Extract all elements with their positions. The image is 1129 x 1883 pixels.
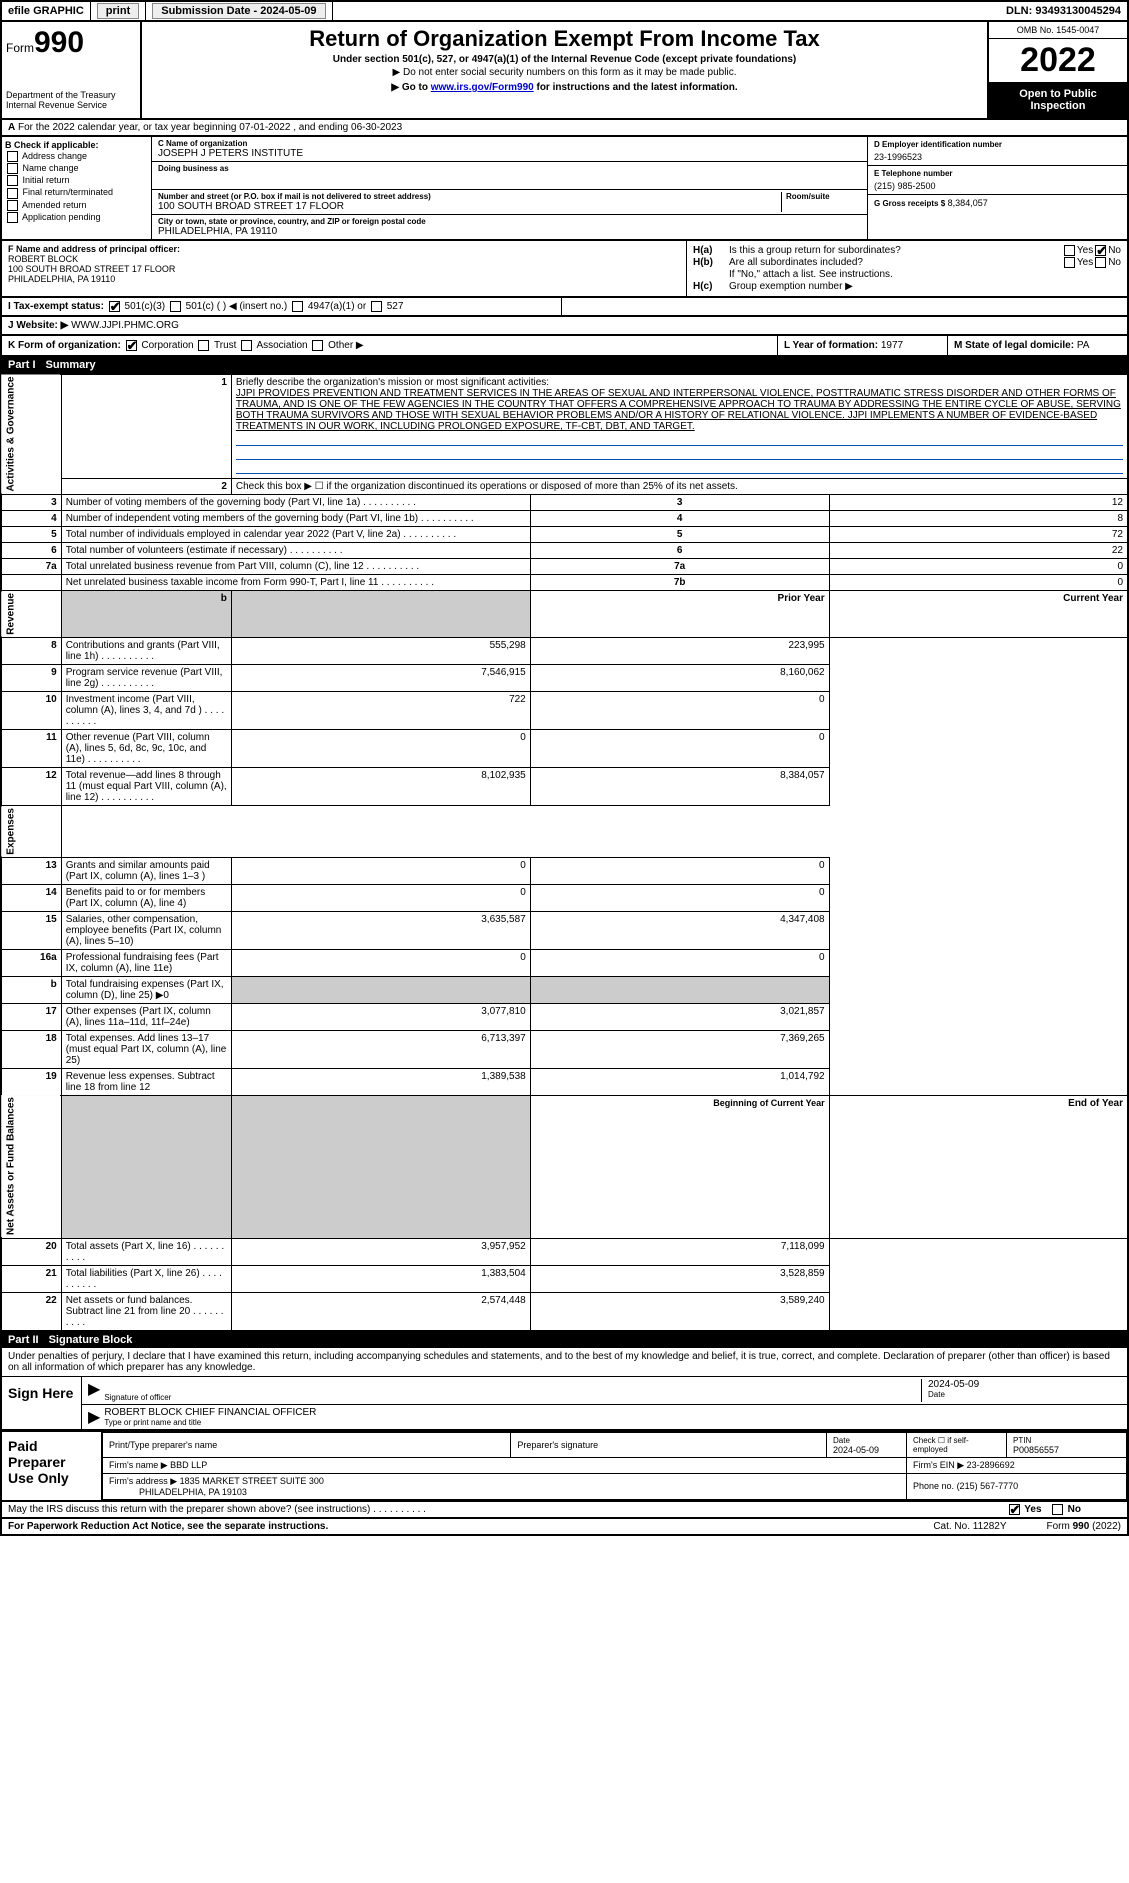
summary-line-3: 3Number of voting members of the governi… [1, 495, 1128, 511]
submission-cell: Submission Date - 2024-05-09 [146, 2, 332, 20]
vlabel-bal: Net Assets or Fund Balances [1, 1095, 61, 1238]
print-cell: print [91, 2, 146, 20]
cell-f: F Name and address of principal officer:… [2, 241, 687, 296]
header-left: Form990 Department of the Treasury Inter… [2, 22, 142, 118]
colb-option[interactable]: Amended return [5, 200, 148, 211]
expense-line-b: bTotal fundraising expenses (Part IX, co… [1, 976, 1128, 1003]
revenue-line-8: 8Contributions and grants (Part VIII, li… [1, 638, 1128, 665]
expense-line-16a: 16aProfessional fundraising fees (Part I… [1, 949, 1128, 976]
inspection-badge: Open to Public Inspection [989, 82, 1127, 118]
header-right: OMB No. 1545-0047 2022 Open to Public In… [987, 22, 1127, 118]
501c-checkbox[interactable] [170, 301, 181, 312]
efile-label: efile GRAPHIC [2, 2, 91, 20]
footer-pra: For Paperwork Reduction Act Notice, see … [0, 1519, 1129, 1536]
form-title: Return of Organization Exempt From Incom… [148, 26, 981, 52]
subtitle-2: ▶ Do not enter social security numbers o… [148, 67, 981, 78]
irs-label: Internal Revenue Service [6, 100, 136, 110]
header-mid: Return of Organization Exempt From Incom… [142, 22, 987, 118]
4947-checkbox[interactable] [292, 301, 303, 312]
row-a: A For the 2022 calendar year, or tax yea… [0, 120, 1129, 137]
summary-line-5: 5Total number of individuals employed in… [1, 527, 1128, 543]
corp-checkbox[interactable] [126, 340, 137, 351]
assoc-checkbox[interactable] [241, 340, 252, 351]
hb-no-checkbox[interactable] [1095, 257, 1106, 268]
form-number: Form990 [6, 26, 136, 60]
colb-option[interactable]: Application pending [5, 212, 148, 223]
vlabel-ag: Activities & Governance [1, 374, 61, 495]
revenue-line-12: 12Total revenue—add lines 8 through 11 (… [1, 768, 1128, 806]
section-bcd: B Check if applicable: Address change Na… [0, 137, 1129, 241]
colb-option[interactable]: Final return/terminated [5, 187, 148, 198]
revenue-line-9: 9Program service revenue (Part VIII, lin… [1, 665, 1128, 692]
527-checkbox[interactable] [371, 301, 382, 312]
col-b: B Check if applicable: Address change Na… [2, 137, 152, 239]
expense-line-19: 19Revenue less expenses. Subtract line 1… [1, 1068, 1128, 1095]
cell-h: H(a)Is this a group return for subordina… [687, 241, 1127, 296]
topbar: efile GRAPHIC print Submission Date - 20… [0, 0, 1129, 22]
part1-header: Part ISummary [0, 357, 1129, 373]
paid-preparer: Paid Preparer Use Only Print/Type prepar… [0, 1432, 1129, 1502]
balance-line-21: 21Total liabilities (Part X, line 26)1,3… [1, 1265, 1128, 1292]
submission-button[interactable]: Submission Date - 2024-05-09 [152, 3, 325, 19]
dept-label: Department of the Treasury [6, 90, 136, 100]
revenue-line-11: 11Other revenue (Part VIII, column (A), … [1, 730, 1128, 768]
expense-line-13: 13Grants and similar amounts paid (Part … [1, 857, 1128, 884]
revenue-line-10: 10Investment income (Part VIII, column (… [1, 692, 1128, 730]
omb-number: OMB No. 1545-0047 [989, 22, 1127, 39]
summary-line-6: 6Total number of volunteers (estimate if… [1, 543, 1128, 559]
subtitle-3: ▶ Go to www.irs.gov/Form990 for instruct… [148, 82, 981, 93]
subtitle-1: Under section 501(c), 527, or 4947(a)(1)… [148, 54, 981, 65]
expense-line-17: 17Other expenses (Part IX, column (A), l… [1, 1003, 1128, 1030]
instructions-link[interactable]: www.irs.gov/Form990 [431, 82, 534, 93]
discuss-yes-checkbox[interactable] [1009, 1504, 1020, 1515]
mission-cell: Briefly describe the organization's miss… [231, 374, 1128, 478]
col-d: D Employer identification number23-19965… [867, 137, 1127, 239]
other-checkbox[interactable] [312, 340, 323, 351]
ein-box: D Employer identification number23-19965… [868, 137, 1127, 166]
balance-line-20: 20Total assets (Part X, line 16)3,957,95… [1, 1238, 1128, 1265]
row-j: J Website: ▶ WWW.JJPI.PHMC.ORG [0, 317, 1129, 336]
501c3-checkbox[interactable] [109, 301, 120, 312]
dba-box: Doing business as [152, 162, 867, 190]
colb-option[interactable]: Address change [5, 151, 148, 162]
expense-line-15: 15Salaries, other compensation, employee… [1, 911, 1128, 949]
colb-option[interactable]: Initial return [5, 175, 148, 186]
vlabel-rev: Revenue [1, 591, 61, 638]
print-button[interactable]: print [97, 3, 139, 19]
city-box: City or town, state or province, country… [152, 215, 867, 239]
summary-line-4: 4Number of independent voting members of… [1, 511, 1128, 527]
hb-yes-checkbox[interactable] [1064, 257, 1075, 268]
balance-line-22: 22Net assets or fund balances. Subtract … [1, 1292, 1128, 1331]
gross-box: G Gross receipts $ 8,384,057 [868, 195, 1127, 211]
part2-header: Part IISignature Block [0, 1332, 1129, 1348]
col-c: C Name of organizationJOSEPH J PETERS IN… [152, 137, 867, 239]
row-fh: F Name and address of principal officer:… [0, 241, 1129, 298]
expense-line-14: 14Benefits paid to or for members (Part … [1, 884, 1128, 911]
form-header: Form990 Department of the Treasury Inter… [0, 22, 1129, 120]
ha-yes-checkbox[interactable] [1064, 245, 1075, 256]
vlabel-exp: Expenses [1, 806, 61, 858]
summary-line-7b: Net unrelated business taxable income fr… [1, 575, 1128, 591]
tax-year: 2022 [989, 39, 1127, 82]
org-name-box: C Name of organizationJOSEPH J PETERS IN… [152, 137, 867, 162]
colb-option[interactable]: Name change [5, 163, 148, 174]
tel-box: E Telephone number(215) 985-2500 [868, 166, 1127, 195]
paid-label: Paid Preparer Use Only [2, 1432, 102, 1500]
sign-here-label: Sign Here [2, 1377, 82, 1429]
col-b-label: B Check if applicable: [5, 140, 148, 150]
signature-block: Under penalties of perjury, I declare th… [0, 1348, 1129, 1432]
dln-label: DLN: 93493130045294 [1000, 2, 1127, 20]
footer-discuss: May the IRS discuss this return with the… [0, 1502, 1129, 1519]
summary-table: Activities & Governance 1 Briefly descri… [0, 373, 1129, 1331]
expense-line-18: 18Total expenses. Add lines 13–17 (must … [1, 1030, 1128, 1068]
discuss-no-checkbox[interactable] [1052, 1504, 1063, 1515]
ha-no-checkbox[interactable] [1095, 245, 1106, 256]
summary-line-7a: 7aTotal unrelated business revenue from … [1, 559, 1128, 575]
trust-checkbox[interactable] [198, 340, 209, 351]
row-i: I Tax-exempt status: 501(c)(3) 501(c) ( … [0, 298, 1129, 317]
addr-box: Number and street (or P.O. box if mail i… [152, 190, 867, 215]
row-k: K Form of organization: Corporation Trus… [0, 336, 1129, 357]
